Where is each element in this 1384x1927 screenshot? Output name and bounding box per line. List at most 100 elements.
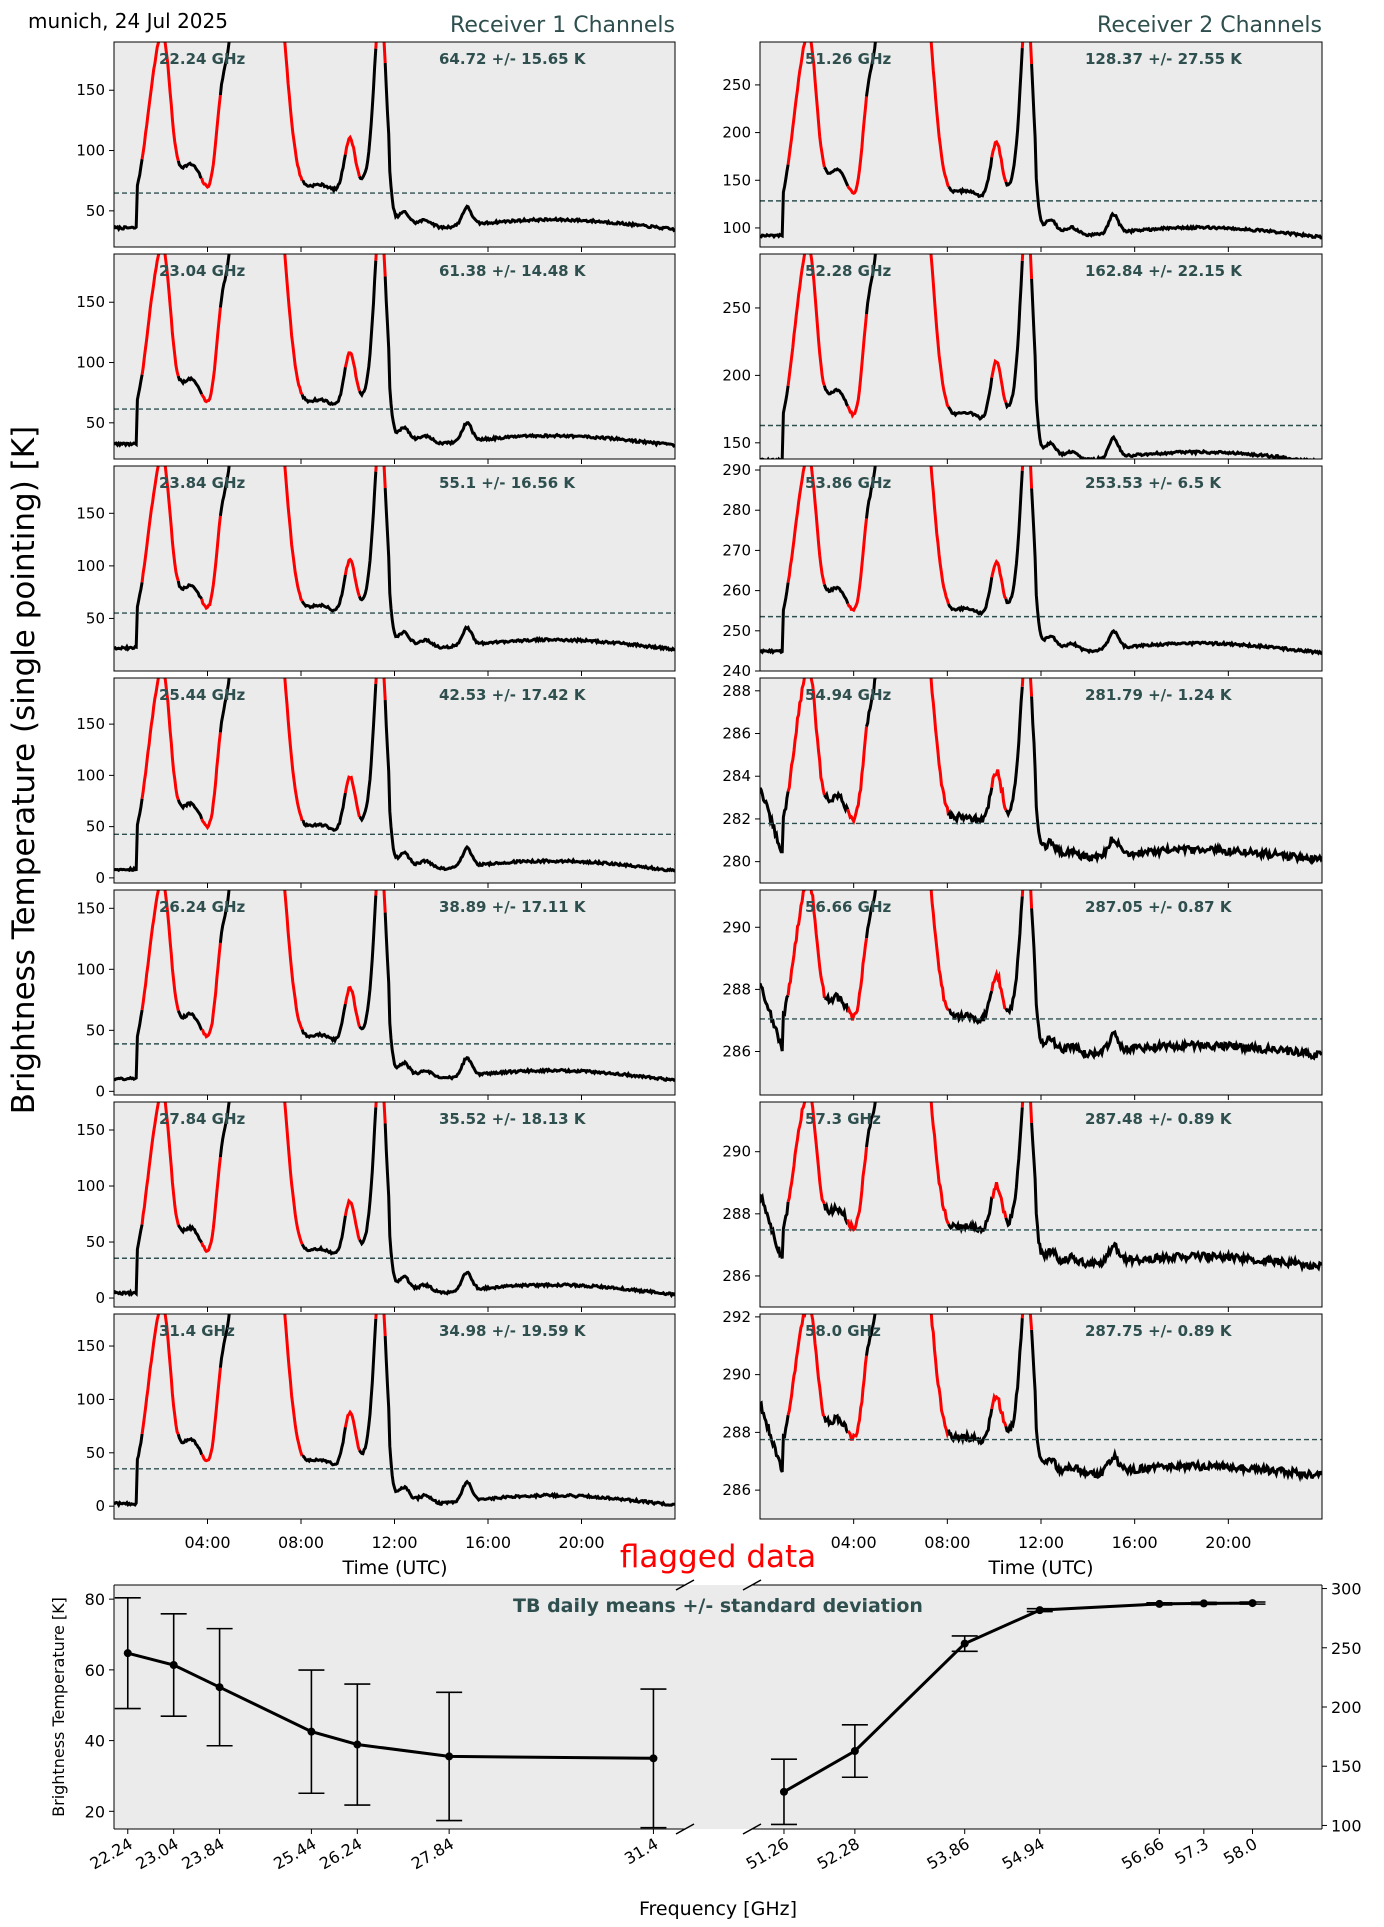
trace-segment — [1030, 908, 1322, 1061]
trace-segment — [1030, 1122, 1322, 1273]
channel-stats-label: 55.1 +/- 16.56 K — [439, 474, 576, 492]
trace-segment — [114, 374, 144, 448]
right-data-point — [1199, 1599, 1208, 1608]
summary-background — [114, 1585, 1322, 1829]
flagged-trace-segment — [343, 1198, 361, 1241]
trace-segment — [760, 164, 790, 240]
channel-stats-label: 35.52 +/- 18.13 K — [439, 1110, 587, 1128]
flagged-trace-segment — [140, 890, 180, 1012]
y-tick-label: 286 — [722, 1043, 751, 1061]
trace-segment — [176, 1010, 204, 1031]
left-data-point — [307, 1727, 316, 1736]
y-tick-label: 288 — [722, 1423, 751, 1441]
channel-stats-label: 42.53 +/- 17.42 K — [439, 686, 587, 704]
channel-stats-label: 287.48 +/- 0.89 K — [1085, 1110, 1233, 1128]
panel-rec2-ch2: 150 200 250 52.28 GHz 162.84 +/- 22.15 K — [722, 253, 1323, 464]
y-tick-label: 290 — [722, 918, 751, 936]
flagged-trace-segment — [929, 890, 950, 1012]
trace-segment — [865, 1314, 877, 1356]
y-tick-label: 100 — [76, 557, 105, 575]
y-tick-label: 150 — [722, 171, 751, 189]
right-data-point — [1035, 1606, 1044, 1615]
trace-segment — [383, 488, 675, 653]
flagged-trace-segment — [201, 942, 222, 1039]
trace-segment — [114, 1224, 144, 1298]
y-tick-label: 260 — [722, 582, 751, 600]
y-tick-label: 100 — [76, 1177, 105, 1195]
y-tick-label: 240 — [722, 662, 751, 680]
flagged-trace-segment — [990, 1392, 1008, 1427]
y-axis-label: Brightness Temperature (single pointing)… — [6, 426, 42, 1114]
y-tick-label: 50 — [86, 818, 105, 836]
channel-stats-label: 64.72 +/- 15.65 K — [439, 50, 587, 68]
trace-segment — [865, 890, 877, 939]
panel-background — [760, 1314, 1322, 1519]
flagged-trace-segment — [786, 42, 826, 168]
y-tick-label: 250 — [722, 76, 751, 94]
panel-background — [760, 466, 1322, 671]
trace-segment — [218, 1102, 231, 1158]
panel-rec1-ch5: 0 50 100 150 26.24 GHz 38.89 +/- 17.11 K — [76, 889, 676, 1100]
panel-background — [760, 678, 1322, 883]
y-tick-label: 150 — [76, 1121, 105, 1139]
trace-segment — [177, 1223, 203, 1244]
flagged-trace-segment — [990, 358, 1008, 404]
flagged-trace-segment — [846, 518, 868, 613]
trace-segment — [760, 385, 790, 459]
y-tick-label: 280 — [722, 853, 751, 871]
right-y-tick-label: 250 — [1331, 1639, 1362, 1658]
trace-segment — [1004, 48, 1024, 187]
trace — [114, 42, 675, 233]
panel-frame — [759, 677, 1323, 884]
time-tick-label: 16:00 — [1112, 1533, 1158, 1552]
right-data-point — [779, 1787, 788, 1796]
trace-segment — [302, 1427, 347, 1467]
panel-frame — [759, 1313, 1323, 1520]
y-tick-label: 150 — [722, 434, 751, 452]
y-tick-label: 150 — [76, 81, 105, 99]
flagged-trace-segment — [343, 134, 361, 177]
trace-segment — [1004, 1107, 1024, 1228]
panel-frame — [113, 253, 676, 460]
summary-x-label: Frequency [GHz] — [639, 1898, 797, 1920]
flagged-trace-segment — [283, 1102, 304, 1245]
trace-segment — [114, 581, 144, 652]
trace-segment — [218, 466, 231, 517]
flagged-trace-segment — [283, 678, 304, 822]
trace-segment — [822, 1201, 850, 1226]
channel-frequency-label: 51.26 GHz — [805, 50, 892, 68]
time-tick-label: 08:00 — [278, 1533, 324, 1552]
flagged-trace-segment — [200, 1156, 222, 1254]
trace — [760, 466, 1322, 656]
right-y-tick-label: 100 — [1331, 1816, 1362, 1835]
channel-frequency-label: 52.28 GHz — [805, 262, 892, 280]
channel-stats-label: 128.37 +/- 27.55 K — [1085, 50, 1243, 68]
flagged-trace-segment — [343, 775, 361, 818]
flagged-trace-segment — [990, 559, 1008, 600]
time-tick-label: 12:00 — [371, 1533, 417, 1552]
flagged-trace-segment — [929, 466, 950, 605]
flagged-trace-segment — [283, 466, 304, 603]
channel-frequency-label: 53.86 GHz — [805, 474, 892, 492]
time-tick-label: 04:00 — [184, 1533, 230, 1552]
channel-frequency-label: 22.24 GHz — [159, 50, 246, 68]
y-tick-label: 200 — [722, 124, 751, 142]
flagged-trace-segment — [786, 466, 826, 585]
y-tick-label: 150 — [76, 899, 105, 917]
y-tick-label: 290 — [722, 461, 751, 479]
y-tick-label: 250 — [722, 299, 751, 317]
panel-frame — [113, 1313, 676, 1520]
panel-frame — [759, 41, 1323, 248]
trace-segment — [358, 48, 378, 181]
flagged-trace-segment — [929, 254, 950, 408]
right-y-tick-label: 150 — [1331, 1757, 1362, 1776]
trace-segment — [358, 683, 378, 823]
trace-segment — [218, 42, 231, 96]
flagged-trace-segment — [990, 139, 1008, 183]
left-x-tick-label: 22.24 — [87, 1834, 136, 1873]
time-tick-label: 16:00 — [465, 1533, 511, 1552]
summary-title: TB daily means +/- standard deviation — [513, 1595, 923, 1617]
y-tick-label: 280 — [722, 501, 751, 519]
trace-segment — [1004, 686, 1024, 819]
y-tick-label: 0 — [95, 1497, 105, 1515]
